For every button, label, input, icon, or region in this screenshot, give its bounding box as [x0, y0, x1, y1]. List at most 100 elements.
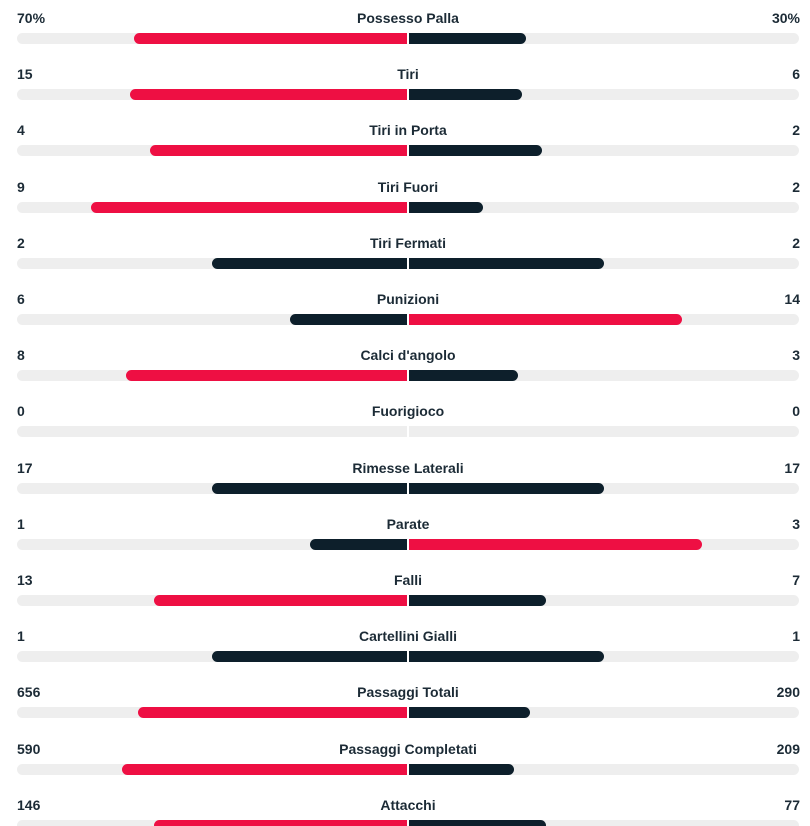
away-value: 17 — [784, 459, 800, 476]
away-value: 0 — [792, 403, 800, 420]
home-value: 2 — [17, 234, 25, 251]
away-bar-fill — [409, 538, 702, 550]
stat-row: 70% Possesso Palla 30% — [0, 0, 810, 56]
away-bar-fill — [409, 763, 515, 775]
home-bar-fill — [290, 314, 407, 325]
away-bar-track — [409, 33, 799, 44]
home-value: 4 — [17, 122, 25, 139]
away-bar-track — [409, 370, 799, 382]
home-value: 656 — [17, 684, 41, 701]
away-bar-fill — [409, 707, 530, 719]
stat-label: Cartellini Gialli — [358, 628, 458, 645]
stat-row: 1 Cartellini Gialli 1 — [0, 618, 810, 674]
stat-label: Fuorigioco — [371, 403, 445, 420]
away-bar-track — [409, 426, 799, 438]
away-value: 2 — [792, 234, 800, 251]
away-bar-track — [409, 314, 799, 325]
away-bar-fill — [409, 89, 523, 101]
away-bar-track — [409, 257, 799, 269]
away-bar-fill — [409, 257, 604, 269]
home-bar-track — [17, 314, 407, 325]
stat-row: 15 Tiri 6 — [0, 56, 810, 112]
away-value: 3 — [792, 347, 800, 364]
away-bar-fill — [409, 33, 526, 44]
home-value: 70% — [17, 10, 46, 26]
stat-label: Parate — [386, 515, 430, 532]
home-bar-fill — [309, 538, 407, 550]
home-bar-track — [17, 33, 407, 44]
stat-row: 13 Falli 7 — [0, 562, 810, 618]
stat-label: Falli — [393, 572, 422, 588]
home-bar-fill — [149, 145, 407, 157]
away-value: 77 — [784, 796, 800, 813]
home-bar-track — [17, 595, 407, 606]
stat-row: 8 Calci d'angolo 3 — [0, 337, 810, 393]
home-value: 8 — [17, 347, 25, 364]
home-value: 15 — [17, 66, 33, 83]
away-bar-track — [409, 201, 799, 213]
stat-label: Punizioni — [376, 291, 440, 307]
stat-label: Possesso Palla — [357, 10, 459, 26]
home-bar-fill — [122, 763, 407, 775]
home-bar-track — [17, 89, 407, 101]
stat-row: 2 Tiri Fermati 2 — [0, 225, 810, 281]
away-value: 7 — [792, 572, 800, 588]
stat-row: 656 Passaggi Totali 290 — [0, 674, 810, 730]
away-bar-fill — [409, 651, 604, 663]
away-bar-fill — [409, 595, 546, 606]
stat-row: 1 Parate 3 — [0, 506, 810, 562]
stat-label: Tiri in Porta — [369, 122, 447, 139]
away-value: 6 — [792, 66, 800, 83]
home-bar-track — [17, 201, 407, 213]
away-bar-track — [409, 819, 799, 826]
away-bar-fill — [409, 145, 542, 157]
home-bar-fill — [134, 33, 407, 44]
away-value: 209 — [776, 740, 800, 757]
home-value: 6 — [17, 291, 25, 307]
home-bar-fill — [212, 651, 407, 663]
home-bar-fill — [91, 201, 407, 213]
home-value: 9 — [17, 178, 25, 195]
home-bar-track — [17, 370, 407, 382]
stat-label: Attacchi — [380, 796, 436, 813]
stat-row: 0 Fuorigioco 0 — [0, 393, 810, 449]
home-value: 17 — [17, 459, 33, 476]
away-bar-track — [409, 538, 799, 550]
home-bar-track — [17, 763, 407, 775]
away-value: 30% — [771, 10, 800, 26]
home-bar-track — [17, 426, 407, 438]
home-value: 1 — [17, 628, 25, 645]
away-bar-track — [409, 763, 799, 775]
stat-label: Passaggi Completati — [339, 740, 477, 757]
stat-row: 590 Passaggi Completati 209 — [0, 731, 810, 787]
stat-row: 17 Rimesse Laterali 17 — [0, 450, 810, 506]
home-bar-track — [17, 651, 407, 663]
away-bar-fill — [409, 482, 604, 494]
away-bar-track — [409, 145, 799, 157]
home-bar-track — [17, 257, 407, 269]
home-value: 146 — [17, 796, 41, 813]
stat-label: Calci d'angolo — [360, 347, 456, 364]
home-value: 1 — [17, 515, 25, 532]
home-value: 13 — [17, 572, 33, 588]
home-bar-fill — [153, 595, 407, 606]
home-bar-track — [17, 538, 407, 550]
home-bar-fill — [212, 482, 407, 494]
home-bar-fill — [137, 707, 407, 719]
stat-row: 4 Tiri in Porta 2 — [0, 112, 810, 168]
stat-label: Passaggi Totali — [357, 684, 459, 701]
home-bar-fill — [126, 370, 407, 382]
away-bar-fill — [409, 370, 519, 382]
away-bar-track — [409, 89, 799, 101]
away-value: 290 — [776, 684, 800, 701]
away-bar-fill — [409, 819, 546, 826]
away-value: 14 — [784, 291, 800, 307]
home-bar-fill — [153, 819, 407, 826]
home-bar-track — [17, 707, 407, 719]
home-value: 590 — [17, 740, 41, 757]
stat-row: 6 Punizioni 14 — [0, 281, 810, 337]
stat-row: 146 Attacchi 77 — [0, 787, 810, 826]
away-bar-track — [409, 651, 799, 663]
home-bar-track — [17, 145, 407, 157]
